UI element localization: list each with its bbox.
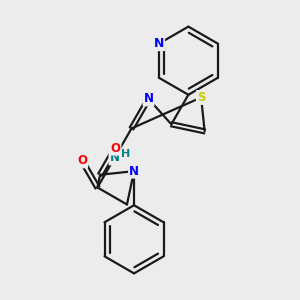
Text: N: N <box>129 165 139 178</box>
Text: S: S <box>197 91 206 104</box>
Text: O: O <box>77 154 87 167</box>
Text: H: H <box>121 149 130 159</box>
Text: N: N <box>110 152 119 164</box>
Text: N: N <box>143 92 154 105</box>
Text: N: N <box>154 37 164 50</box>
Text: O: O <box>110 142 121 155</box>
